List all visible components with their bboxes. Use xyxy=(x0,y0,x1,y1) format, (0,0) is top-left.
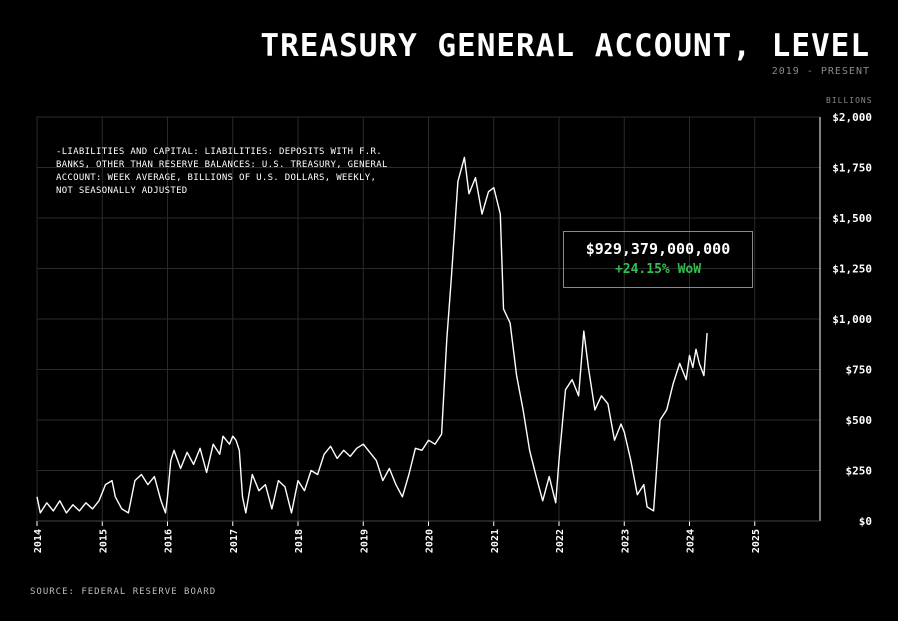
x-tick-label: 2017 xyxy=(229,529,240,553)
x-tick-label: 2025 xyxy=(751,529,762,553)
axes: $0 $250 $500 $750 $1,000 $1,250 $1,500 $1,750 $2… xyxy=(33,111,872,553)
y-tick-label: $500 xyxy=(846,414,873,427)
x-tick-label: 2020 xyxy=(425,529,436,553)
y-tick-label: $1,250 xyxy=(832,263,872,276)
x-tick-label: 2016 xyxy=(164,529,175,553)
x-tick-label: 2021 xyxy=(490,529,501,553)
series-description: -LIABILITIES AND CAPITAL: LIABILITIES: D… xyxy=(56,147,388,196)
y-tick-label: $1,500 xyxy=(832,212,872,225)
series-layer xyxy=(36,156,708,514)
callout-value: $929,379,000,000 xyxy=(585,240,731,258)
source-note: SOURCE: FEDERAL RESERVE BOARD xyxy=(30,587,217,597)
x-tick-label: 2022 xyxy=(555,529,566,553)
x-tick-label: 2023 xyxy=(620,529,631,553)
series-line xyxy=(36,156,708,514)
grid xyxy=(36,116,820,522)
y-tick-label: $2,000 xyxy=(832,111,872,124)
y-axis-unit-label: BILLIONS xyxy=(826,96,873,105)
x-tick-label: 2019 xyxy=(359,529,370,553)
x-tick-label: 2018 xyxy=(294,529,305,553)
callout-change: +24.15% WoW xyxy=(614,262,702,277)
y-tick-label: $1,000 xyxy=(832,313,872,326)
y-tick-label: $1,750 xyxy=(832,162,872,175)
x-tick-label: 2024 xyxy=(686,529,697,553)
x-tick-label: 2015 xyxy=(98,529,109,553)
y-tick-label: $750 xyxy=(846,364,873,377)
chart-subtitle: 2019 - PRESENT xyxy=(771,66,870,77)
y-tick-label: $250 xyxy=(846,465,873,478)
latest-value-callout: $929,379,000,000 +24.15% WoW xyxy=(563,231,753,288)
x-tick-label: 2014 xyxy=(33,529,44,553)
y-tick-label: $0 xyxy=(859,515,872,528)
chart-title: TREASURY GENERAL ACCOUNT, LEVEL xyxy=(260,28,870,64)
